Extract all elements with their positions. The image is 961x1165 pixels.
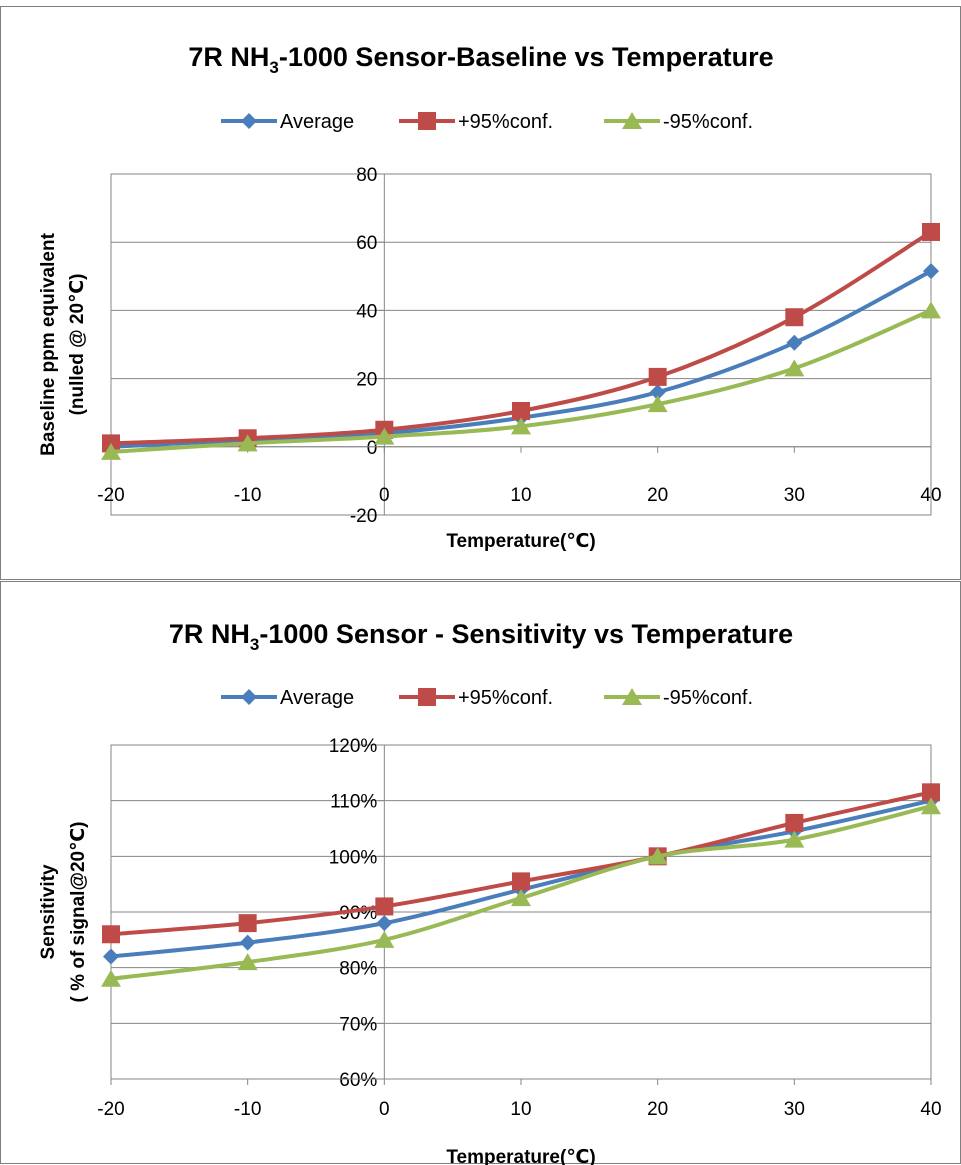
x-tick-label: -20 xyxy=(97,485,124,506)
data-point xyxy=(511,417,531,435)
legend-marker-0 xyxy=(241,113,257,129)
data-point xyxy=(922,222,940,241)
legend-label-0: Average xyxy=(280,687,354,709)
sensitivity-y-axis-title-0: Sensitivity xyxy=(38,864,59,959)
y-tick-label: 80% xyxy=(339,959,377,980)
data-point xyxy=(923,263,939,280)
data-point xyxy=(101,442,121,460)
baseline-chart-title: 7R NH3-1000 Sensor-Baseline vs Temperatu… xyxy=(188,42,773,77)
y-tick-label: 120% xyxy=(329,736,378,757)
sensitivity-x-axis-title: Temperature(℃) xyxy=(446,1147,595,1165)
legend-marker-2 xyxy=(622,688,642,705)
data-point xyxy=(376,915,393,932)
data-point xyxy=(786,334,803,351)
data-point xyxy=(375,897,394,916)
chart-title-part: 3 xyxy=(269,58,278,77)
y-tick-label: -20 xyxy=(350,506,377,527)
data-point xyxy=(101,969,121,987)
sensitivity-y-axis-title-1: ( % of signal@20℃) xyxy=(68,822,89,1003)
y-tick-label: 110% xyxy=(330,792,377,813)
sensitivity-chart-title: 7R NH3-1000 Sensor - Sensitivity vs Temp… xyxy=(169,619,793,654)
legend-label-1: +95%conf. xyxy=(458,687,553,709)
x-tick-label: 20 xyxy=(647,485,668,506)
x-tick-label: 10 xyxy=(510,485,531,506)
x-tick-label: 40 xyxy=(920,485,941,506)
y-tick-label: 60 xyxy=(356,233,377,254)
y-tick-label: 40 xyxy=(356,301,377,322)
baseline-y-axis-title-0: Baseline ppm equivalent xyxy=(38,232,59,455)
data-point xyxy=(103,948,119,965)
series-line-1 xyxy=(110,790,932,937)
data-point xyxy=(237,434,258,452)
x-tick-label: 30 xyxy=(784,1099,805,1120)
baseline-y-axis-title-1: (nulled @ 20℃) xyxy=(67,274,88,416)
data-point xyxy=(647,395,668,413)
data-point xyxy=(921,797,941,815)
baseline-chart: 7R NH3-1000 Sensor-Baseline vs Temperatu… xyxy=(38,42,942,552)
data-point xyxy=(784,359,805,377)
legend-marker-0 xyxy=(241,689,257,705)
data-point xyxy=(648,367,667,386)
y-tick-label: 80 xyxy=(356,165,377,186)
data-point xyxy=(374,930,395,948)
chart-title-part: -1000 Sensor-Baseline vs Temperature xyxy=(279,42,774,72)
x-tick-label: 0 xyxy=(379,485,390,506)
x-tick-label: -20 xyxy=(97,1099,124,1120)
x-tick-label: 40 xyxy=(920,1099,941,1120)
chart-title-part: 7R NH xyxy=(169,619,250,649)
data-point xyxy=(512,401,530,420)
x-tick-label: 10 xyxy=(510,1099,531,1120)
legend-label-1: +95%conf. xyxy=(458,111,553,133)
data-point xyxy=(922,783,940,802)
data-point xyxy=(374,427,395,445)
data-point xyxy=(647,847,668,865)
x-tick-label: -10 xyxy=(234,485,261,506)
data-point xyxy=(102,925,120,944)
data-point xyxy=(785,308,804,327)
x-tick-label: -10 xyxy=(234,1099,261,1120)
y-tick-label: 60% xyxy=(339,1070,377,1091)
series-2 xyxy=(101,301,941,460)
data-point xyxy=(511,889,531,907)
baseline-x-axis-title: Temperature(℃) xyxy=(446,531,595,552)
legend-marker-1 xyxy=(418,688,436,706)
data-point xyxy=(649,384,666,401)
legend-label-0: Average xyxy=(280,111,354,133)
y-tick-label: 70% xyxy=(339,1014,377,1035)
sensitivity-chart: 7R NH3-1000 Sensor - Sensitivity vs Temp… xyxy=(38,619,942,1165)
data-point xyxy=(238,914,257,933)
legend-marker-1 xyxy=(418,112,436,130)
data-point xyxy=(237,953,258,971)
data-point xyxy=(784,830,805,848)
chart-title-part: 3 xyxy=(250,635,259,654)
y-tick-label: 100% xyxy=(329,847,378,868)
chart-title-part: 7R NH xyxy=(188,42,269,72)
legend-label-2: -95%conf. xyxy=(663,111,753,133)
series-1 xyxy=(102,783,940,944)
sensitivity-legend: Average +95%conf. -95%conf. xyxy=(221,687,753,709)
chart-title-part: -1000 Sensor - Sensitivity vs Temperatur… xyxy=(259,619,793,649)
x-tick-label: 30 xyxy=(784,485,805,506)
baseline-chart-panel: 7R NH3-1000 Sensor-Baseline vs Temperatu… xyxy=(0,6,961,580)
x-tick-label: 20 xyxy=(647,1099,668,1120)
sensitivity-chart-panel: 7R NH3-1000 Sensor - Sensitivity vs Temp… xyxy=(0,581,961,1165)
legend-label-2: -95%conf. xyxy=(663,687,753,709)
baseline-plot-area xyxy=(110,173,932,516)
data-point xyxy=(512,872,530,891)
legend-marker-2 xyxy=(622,112,642,129)
data-point xyxy=(239,934,256,951)
x-tick-label: 0 xyxy=(379,1099,390,1120)
baseline-legend: Average +95%conf. -95%conf. xyxy=(221,111,753,133)
data-point xyxy=(921,301,941,319)
y-tick-label: 20 xyxy=(356,370,377,391)
data-point xyxy=(785,813,804,832)
y-tick-label: 0 xyxy=(367,438,378,459)
series-2 xyxy=(101,797,941,987)
